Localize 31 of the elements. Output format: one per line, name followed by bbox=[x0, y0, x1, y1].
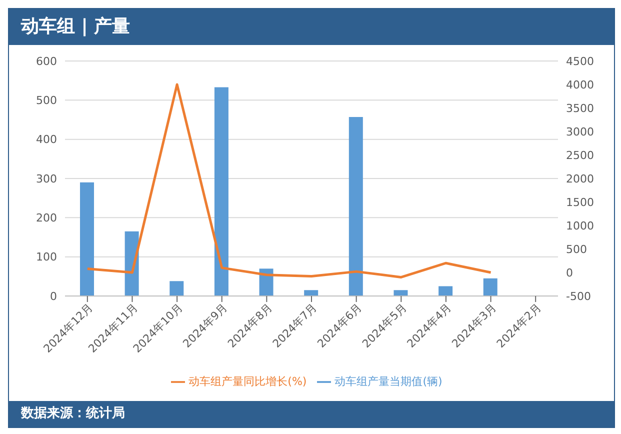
bar bbox=[304, 290, 318, 296]
y2-tick-label: 3000 bbox=[566, 125, 594, 138]
y-tick-label: 400 bbox=[36, 133, 57, 146]
y-tick-label: 200 bbox=[36, 212, 57, 225]
bar bbox=[80, 182, 94, 296]
y-tick-label: 600 bbox=[36, 54, 57, 68]
y2-tick-label: 4000 bbox=[566, 78, 594, 92]
y2-tick-label: 3500 bbox=[566, 102, 594, 115]
y-tick-label: 300 bbox=[36, 172, 57, 186]
y2-tick-label: 2000 bbox=[566, 172, 594, 186]
bar bbox=[394, 290, 408, 296]
legend-label: 动车组产量同比增长(%) bbox=[188, 375, 307, 388]
y2-tick-label: 1000 bbox=[566, 219, 594, 232]
y-tick-label: 500 bbox=[36, 94, 57, 108]
bar bbox=[214, 87, 228, 296]
y-tick-label: 100 bbox=[36, 250, 57, 264]
legend-label: 动车组产量当期值(辆) bbox=[334, 375, 442, 388]
y-tick-label: 0 bbox=[50, 290, 57, 303]
bar bbox=[438, 286, 453, 296]
y2-tick-label: 500 bbox=[566, 242, 587, 256]
bar bbox=[170, 281, 184, 296]
y2-tick-label: 2500 bbox=[566, 148, 594, 162]
y2-tick-label: 0 bbox=[566, 266, 573, 280]
y2-tick-label: 4500 bbox=[566, 54, 594, 68]
chart-title: 动车组 | 产量 bbox=[9, 9, 614, 45]
y2-tick-label: 1500 bbox=[566, 196, 594, 209]
bar bbox=[348, 117, 363, 296]
bar bbox=[483, 278, 498, 296]
line-series bbox=[86, 83, 492, 278]
source-note: 数据来源：统计局 bbox=[21, 406, 125, 421]
y2-tick-label: -500 bbox=[566, 290, 591, 303]
